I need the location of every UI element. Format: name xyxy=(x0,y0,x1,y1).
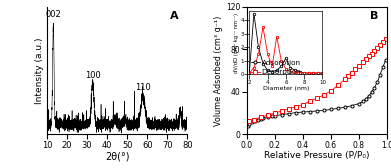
X-axis label: 2θ(°): 2θ(°) xyxy=(105,151,129,161)
Desorption xyxy=(369,53,374,55)
Desorption xyxy=(366,55,371,57)
Adsorption xyxy=(279,114,284,116)
Adsorption xyxy=(250,121,255,123)
Desorption xyxy=(335,85,340,87)
Adsorption xyxy=(286,113,291,115)
Desorption xyxy=(378,44,382,46)
Text: A: A xyxy=(170,11,179,20)
Adsorption xyxy=(366,95,371,97)
Adsorption xyxy=(293,112,298,114)
Desorption xyxy=(375,47,380,49)
Adsorption xyxy=(265,116,270,118)
Desorption xyxy=(307,100,312,102)
Desorption xyxy=(258,116,263,118)
Adsorption xyxy=(300,111,305,113)
Desorption xyxy=(279,110,284,112)
Adsorption xyxy=(350,105,354,107)
Text: 100: 100 xyxy=(85,71,100,80)
X-axis label: Relative Pressure (P/P₀): Relative Pressure (P/P₀) xyxy=(264,151,369,160)
Desorption xyxy=(265,114,270,116)
Desorption xyxy=(328,90,333,92)
Adsorption xyxy=(364,98,368,100)
Adsorption xyxy=(253,120,257,122)
Desorption xyxy=(247,120,252,122)
Y-axis label: Intensity (a.u.): Intensity (a.u.) xyxy=(35,37,44,104)
Desorption xyxy=(361,61,366,63)
Text: B: B xyxy=(370,11,378,20)
Desorption xyxy=(350,72,354,74)
Desorption xyxy=(286,108,291,110)
Adsorption xyxy=(258,118,263,120)
Desorption xyxy=(364,58,368,60)
Adsorption xyxy=(269,115,274,117)
Text: 002: 002 xyxy=(45,10,61,19)
Adsorption xyxy=(255,119,260,121)
Adsorption xyxy=(247,123,252,125)
Line: Adsorption: Adsorption xyxy=(246,58,387,127)
Adsorption xyxy=(335,107,340,109)
Adsorption xyxy=(378,74,382,76)
Desorption xyxy=(251,118,256,120)
Desorption xyxy=(383,38,388,40)
Desorption xyxy=(343,78,347,80)
Adsorption xyxy=(375,81,380,83)
Desorption xyxy=(300,104,305,106)
Text: 110: 110 xyxy=(135,83,151,92)
Adsorption xyxy=(383,59,388,61)
Adsorption xyxy=(321,110,326,112)
Adsorption xyxy=(369,91,374,93)
Desorption xyxy=(345,75,350,77)
Y-axis label: Volume Adsorbed (cm³ g⁻¹): Volume Adsorbed (cm³ g⁻¹) xyxy=(214,15,223,126)
Adsorption xyxy=(307,111,312,113)
Desorption xyxy=(272,112,277,114)
Desorption xyxy=(352,69,357,71)
Adsorption xyxy=(272,115,277,117)
Adsorption xyxy=(372,87,377,89)
Desorption xyxy=(293,106,298,108)
Adsorption xyxy=(380,66,385,68)
Adsorption xyxy=(357,102,361,104)
Adsorption xyxy=(261,117,266,119)
Adsorption xyxy=(314,110,319,112)
Adsorption xyxy=(328,108,333,110)
Line: Desorption: Desorption xyxy=(248,37,387,122)
Adsorption xyxy=(361,100,366,102)
Adsorption xyxy=(343,106,347,108)
Legend: Adsorption, Desorption: Adsorption, Desorption xyxy=(250,59,302,76)
Desorption xyxy=(380,41,385,43)
Desorption xyxy=(372,50,377,52)
Desorption xyxy=(357,65,361,67)
Adsorption xyxy=(246,125,250,127)
Desorption xyxy=(314,97,319,99)
Desorption xyxy=(321,94,326,96)
